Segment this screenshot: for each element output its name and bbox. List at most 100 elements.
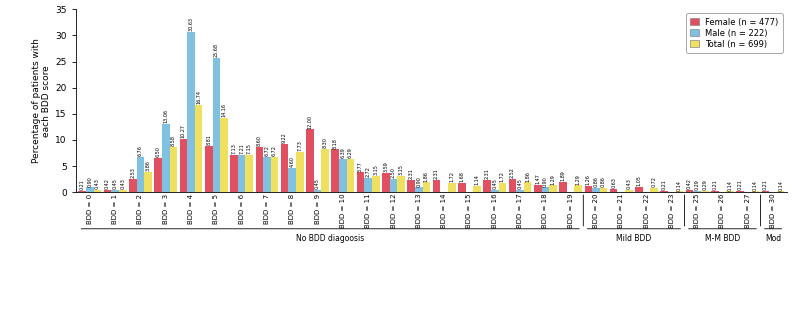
Bar <box>195 105 202 192</box>
Bar <box>86 188 93 192</box>
Text: 3.15: 3.15 <box>399 164 403 175</box>
Bar <box>347 159 354 192</box>
Text: 16.74: 16.74 <box>196 90 201 104</box>
Text: No BDD diagoosis: No BDD diagoosis <box>296 234 364 243</box>
Text: 0.43: 0.43 <box>120 178 125 189</box>
Bar <box>559 182 566 192</box>
Bar <box>104 190 111 192</box>
Text: 8.18: 8.18 <box>333 138 338 148</box>
Text: 6.72: 6.72 <box>272 145 277 156</box>
Text: 8.81: 8.81 <box>206 134 211 145</box>
Text: Mod: Mod <box>765 234 781 243</box>
Bar <box>600 188 607 192</box>
Text: 0.86: 0.86 <box>594 176 598 187</box>
Text: 0.14: 0.14 <box>753 180 758 191</box>
Text: 1.72: 1.72 <box>449 171 454 182</box>
Text: 0.86: 0.86 <box>601 176 606 187</box>
Bar <box>382 173 390 192</box>
Bar <box>650 188 658 192</box>
Bar <box>458 184 466 192</box>
Text: 6.50: 6.50 <box>156 146 161 157</box>
Text: 7.15: 7.15 <box>247 143 252 154</box>
Bar <box>221 118 228 192</box>
Text: 1.47: 1.47 <box>535 173 540 184</box>
Text: 6.72: 6.72 <box>264 145 269 156</box>
Text: 1.86: 1.86 <box>424 171 429 182</box>
Bar <box>321 149 329 192</box>
Bar <box>473 186 481 192</box>
Bar <box>448 183 455 192</box>
Text: 14.16: 14.16 <box>221 103 226 117</box>
Text: 0.14: 0.14 <box>778 180 783 191</box>
Text: 1.14: 1.14 <box>475 175 479 185</box>
Bar <box>423 183 430 192</box>
Text: 3.86: 3.86 <box>145 160 150 171</box>
Bar <box>686 190 694 192</box>
Bar <box>661 191 668 192</box>
Bar <box>397 176 405 192</box>
Text: 2.31: 2.31 <box>409 168 414 179</box>
Text: 25.68: 25.68 <box>214 43 219 57</box>
Text: 0.21: 0.21 <box>763 179 768 190</box>
Bar <box>761 191 769 192</box>
Text: 0.21: 0.21 <box>713 179 718 190</box>
Text: 0.14: 0.14 <box>677 180 682 191</box>
Text: 2.72: 2.72 <box>366 166 371 177</box>
Text: 0.21: 0.21 <box>737 179 743 190</box>
Text: 7.73: 7.73 <box>297 140 302 151</box>
Text: 0.90: 0.90 <box>87 176 93 187</box>
Bar <box>187 32 195 192</box>
Bar <box>499 183 506 192</box>
Bar <box>238 154 245 192</box>
Bar <box>296 152 304 192</box>
Bar <box>542 188 549 192</box>
Text: 0.21: 0.21 <box>80 179 85 190</box>
Text: 0.45: 0.45 <box>113 178 117 189</box>
Text: 0.63: 0.63 <box>611 177 616 188</box>
Bar <box>288 168 296 192</box>
Text: 0.43: 0.43 <box>626 178 631 189</box>
Text: 0.29: 0.29 <box>702 179 707 190</box>
Bar <box>549 185 557 192</box>
Text: 1.89: 1.89 <box>561 170 566 181</box>
Text: 3.59: 3.59 <box>384 162 388 172</box>
Text: 0.45: 0.45 <box>315 178 320 189</box>
Bar <box>119 190 126 192</box>
Bar <box>180 139 187 192</box>
Text: 10.27: 10.27 <box>181 124 186 138</box>
Bar <box>271 157 278 192</box>
Text: 0.29: 0.29 <box>694 179 700 190</box>
Bar <box>213 58 221 192</box>
Text: 8.60: 8.60 <box>256 135 262 146</box>
Bar <box>625 190 633 192</box>
Text: M-M BDD: M-M BDD <box>705 234 740 243</box>
Text: 30.63: 30.63 <box>189 17 193 31</box>
Text: 0.45: 0.45 <box>518 178 523 189</box>
Y-axis label: Percentage of patients with
each BDD score: Percentage of patients with each BDD sco… <box>32 38 51 163</box>
Text: 3.77: 3.77 <box>358 161 363 171</box>
Text: 0.90: 0.90 <box>543 176 548 187</box>
Text: 6.76: 6.76 <box>138 145 143 156</box>
Bar <box>701 191 709 192</box>
Text: 1.29: 1.29 <box>551 174 555 184</box>
Text: 0.42: 0.42 <box>105 178 110 189</box>
Bar <box>534 184 542 192</box>
Text: 1.29: 1.29 <box>576 174 581 184</box>
Bar <box>635 187 642 192</box>
Text: 0.14: 0.14 <box>728 180 733 191</box>
Bar <box>372 176 380 192</box>
Bar <box>339 159 347 192</box>
Bar <box>169 147 177 192</box>
Legend: Female (n = 477), Male (n = 222), Total (n = 699): Female (n = 477), Male (n = 222), Total … <box>686 13 783 53</box>
Bar <box>585 186 592 192</box>
Text: 8.30: 8.30 <box>323 137 328 148</box>
Text: 1.05: 1.05 <box>637 175 642 186</box>
Text: 6.29: 6.29 <box>348 148 353 158</box>
Bar <box>491 190 499 192</box>
Bar <box>694 191 701 192</box>
Text: 4.60: 4.60 <box>290 156 295 167</box>
Bar <box>230 155 238 192</box>
Bar <box>509 179 516 192</box>
Bar <box>281 144 288 192</box>
Text: 13.06: 13.06 <box>163 109 169 123</box>
